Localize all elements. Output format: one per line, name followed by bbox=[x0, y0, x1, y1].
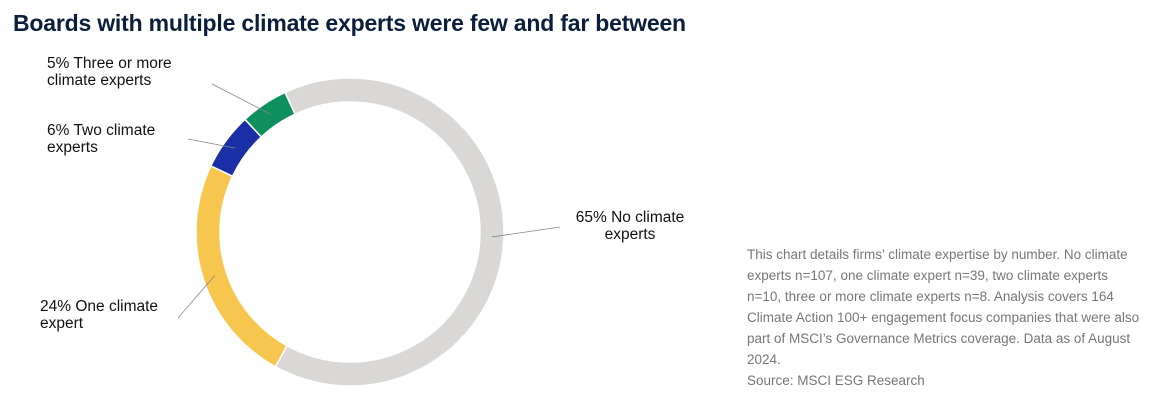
segment-label: 5% Three or more climate experts bbox=[47, 55, 207, 89]
note-block: This chart details firms’ climate expert… bbox=[747, 244, 1142, 391]
value-label: 5% bbox=[47, 55, 70, 72]
category-label: No climate experts bbox=[604, 209, 685, 243]
donut-segment bbox=[243, 91, 297, 138]
chart-title: Boards with multiple climate experts wer… bbox=[13, 10, 686, 36]
donut-segment bbox=[274, 77, 505, 387]
segment-label: 65% No climate experts bbox=[565, 209, 695, 243]
value-label: 6% bbox=[47, 122, 70, 139]
leader-line bbox=[177, 275, 216, 319]
category-label: One climate expert bbox=[40, 298, 159, 332]
source: Source: MSCI ESG Research bbox=[747, 373, 925, 388]
donut-segment bbox=[195, 164, 288, 368]
value-label: 65% bbox=[575, 209, 607, 226]
category-label: Three or more climate experts bbox=[47, 55, 172, 89]
leader-line bbox=[491, 226, 561, 238]
segment-label: 24% One climate expert bbox=[40, 298, 180, 332]
note: This chart details firms’ climate expert… bbox=[747, 247, 1140, 367]
leader-line bbox=[211, 83, 271, 115]
category-label: Two climate experts bbox=[47, 122, 156, 156]
leader-line bbox=[187, 138, 236, 149]
value-label: 24% bbox=[40, 298, 72, 315]
segment-label: 6% Two climate experts bbox=[47, 122, 172, 156]
